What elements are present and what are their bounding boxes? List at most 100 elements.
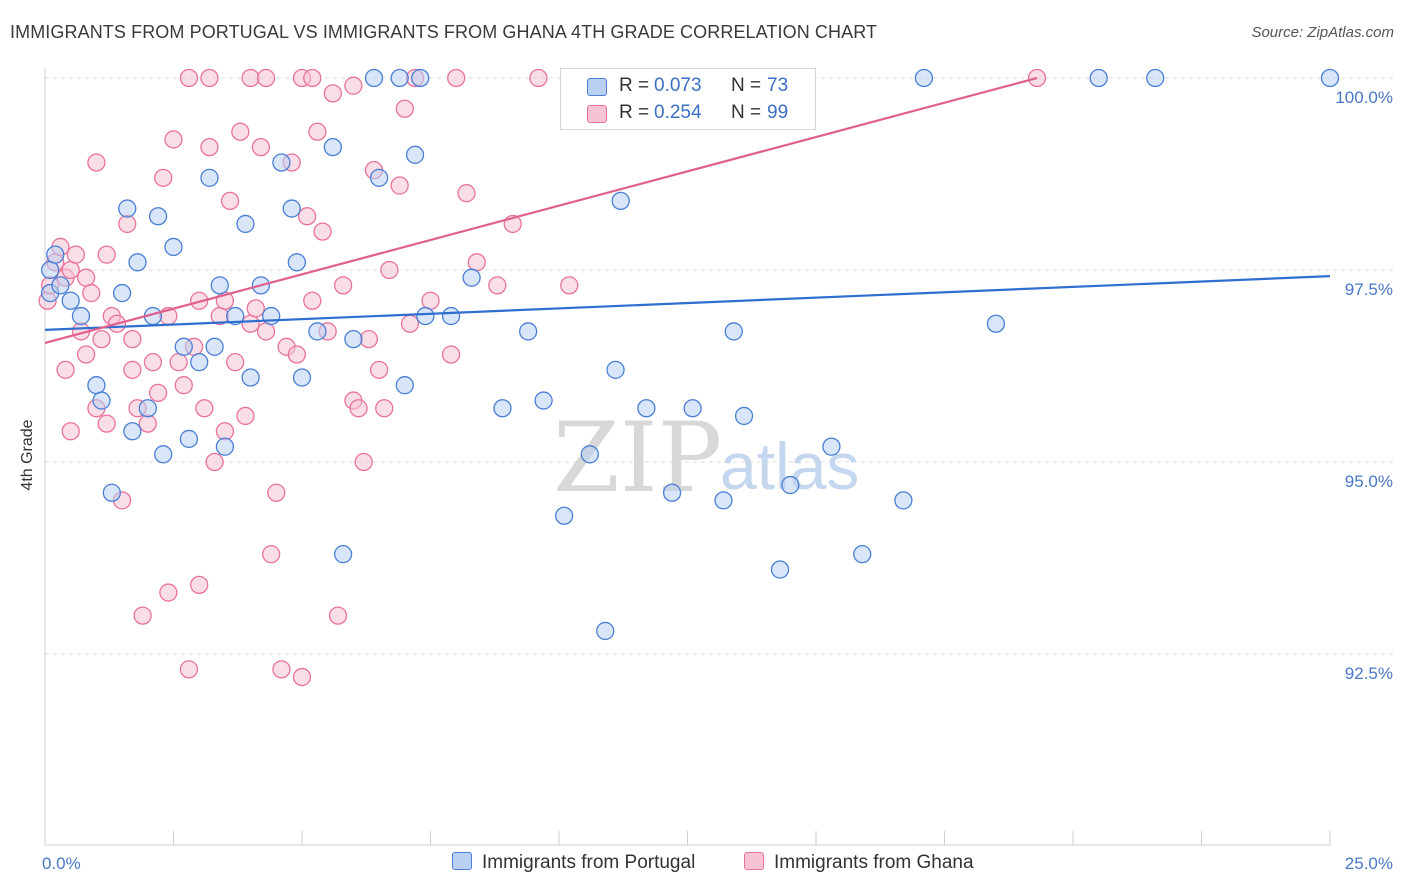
y-tick-label: 92.5% bbox=[1345, 664, 1393, 683]
portugal-point bbox=[580, 445, 599, 464]
portugal-point bbox=[724, 322, 743, 341]
axes bbox=[44, 68, 1331, 846]
portugal-point bbox=[164, 237, 183, 257]
portugal-point bbox=[770, 560, 790, 579]
ghana-legend-label: Immigrants from Ghana bbox=[774, 852, 974, 873]
portugal-point bbox=[287, 253, 307, 272]
ghana-point bbox=[313, 222, 332, 241]
portugal-swatch bbox=[587, 78, 607, 96]
ghana-point bbox=[256, 68, 276, 88]
portugal-point bbox=[1089, 68, 1108, 88]
ghana-point bbox=[87, 153, 106, 172]
portugal-point bbox=[714, 491, 733, 510]
portugal-legend-swatch bbox=[452, 852, 472, 870]
portugal-point bbox=[292, 368, 312, 387]
watermark-zip: ZIP bbox=[553, 402, 722, 514]
r-value: 0.073 bbox=[654, 75, 702, 96]
trend-lines bbox=[44, 76, 1331, 345]
ghana-point bbox=[205, 452, 224, 472]
portugal-point bbox=[554, 506, 574, 525]
ghana-point bbox=[241, 68, 260, 88]
ghana-point bbox=[359, 329, 378, 349]
legend-item-portugal[interactable]: Immigrants from Portugal bbox=[452, 852, 695, 874]
ghana-point bbox=[400, 314, 420, 333]
portugal-point bbox=[637, 399, 656, 418]
portugal-point bbox=[364, 68, 384, 88]
portugal-point bbox=[493, 399, 512, 418]
portugal-point bbox=[781, 475, 800, 495]
portugal-point bbox=[662, 483, 682, 502]
portugal-trend-line bbox=[44, 275, 1331, 332]
n-label: N = bbox=[731, 75, 762, 96]
ghana-point bbox=[344, 76, 363, 95]
ghana-point bbox=[467, 253, 486, 272]
ghana-point bbox=[190, 575, 209, 595]
portugal-point bbox=[1320, 68, 1340, 88]
ghana-points bbox=[38, 68, 1047, 687]
ghana-point bbox=[123, 329, 142, 349]
ghana-point bbox=[457, 184, 476, 203]
r-label: R = bbox=[619, 75, 650, 96]
portugal-point bbox=[462, 268, 481, 287]
ghana-point bbox=[138, 414, 157, 433]
portugal-point bbox=[822, 437, 841, 456]
ghana-point bbox=[246, 299, 265, 318]
portugal-point bbox=[118, 199, 137, 218]
ghana-point bbox=[215, 422, 235, 441]
ghana-legend-swatch bbox=[744, 852, 764, 870]
ghana-point bbox=[328, 606, 348, 625]
ghana-point bbox=[61, 422, 80, 441]
source-label: Source: ZipAtlas.com bbox=[1251, 24, 1394, 41]
portugal-point bbox=[853, 545, 872, 564]
ghana-point bbox=[92, 329, 111, 349]
portugal-point bbox=[914, 68, 934, 88]
portugal-point bbox=[734, 406, 754, 426]
portugal-point bbox=[606, 360, 625, 379]
ghana-point bbox=[354, 452, 373, 472]
ghana-point bbox=[118, 214, 137, 234]
portugal-point bbox=[210, 276, 229, 295]
ghana-point bbox=[76, 345, 96, 364]
ghana-point bbox=[390, 176, 409, 195]
n-value: 73 bbox=[767, 75, 789, 96]
portugal-point bbox=[226, 306, 245, 326]
portugal-point bbox=[112, 283, 132, 303]
portugal-point bbox=[190, 353, 209, 372]
ghana-point bbox=[447, 68, 466, 88]
ghana-point bbox=[333, 276, 353, 295]
portugal-point bbox=[71, 306, 91, 326]
ghana-point bbox=[267, 483, 286, 502]
portugal-point bbox=[102, 483, 121, 502]
portugal-point bbox=[611, 191, 630, 211]
ghana-point bbox=[303, 291, 322, 310]
legend-item-ghana[interactable]: Immigrants from Ghana bbox=[744, 852, 974, 874]
portugal-point bbox=[405, 145, 425, 164]
portugal-point bbox=[128, 253, 147, 272]
ghana-point bbox=[76, 268, 96, 287]
ghana-point bbox=[297, 207, 317, 226]
ghana-point bbox=[179, 660, 199, 679]
portugal-point bbox=[411, 68, 430, 88]
portugal-point bbox=[344, 329, 363, 349]
ghana-point bbox=[174, 376, 193, 395]
portugal-point bbox=[241, 368, 260, 387]
ghana-point bbox=[66, 245, 85, 264]
ghana-point bbox=[123, 360, 142, 379]
portugal-point bbox=[519, 322, 538, 341]
ghana-point bbox=[380, 260, 399, 280]
ghana-point bbox=[488, 276, 507, 295]
portugal-point bbox=[92, 391, 111, 410]
chart-title: IMMIGRANTS FROM PORTUGAL VS IMMIGRANTS F… bbox=[10, 22, 878, 42]
portugal-point bbox=[205, 337, 224, 356]
portugal-point bbox=[323, 137, 342, 157]
ghana-point bbox=[262, 545, 281, 564]
ghana-point bbox=[179, 68, 199, 88]
ghana-point bbox=[349, 399, 368, 418]
portugal-point bbox=[154, 445, 173, 464]
gridlines bbox=[45, 77, 1395, 655]
ghana-point bbox=[200, 137, 219, 157]
ghana-swatch bbox=[587, 105, 607, 123]
n-value: 99 bbox=[767, 102, 789, 123]
portugal-point bbox=[986, 314, 1006, 333]
